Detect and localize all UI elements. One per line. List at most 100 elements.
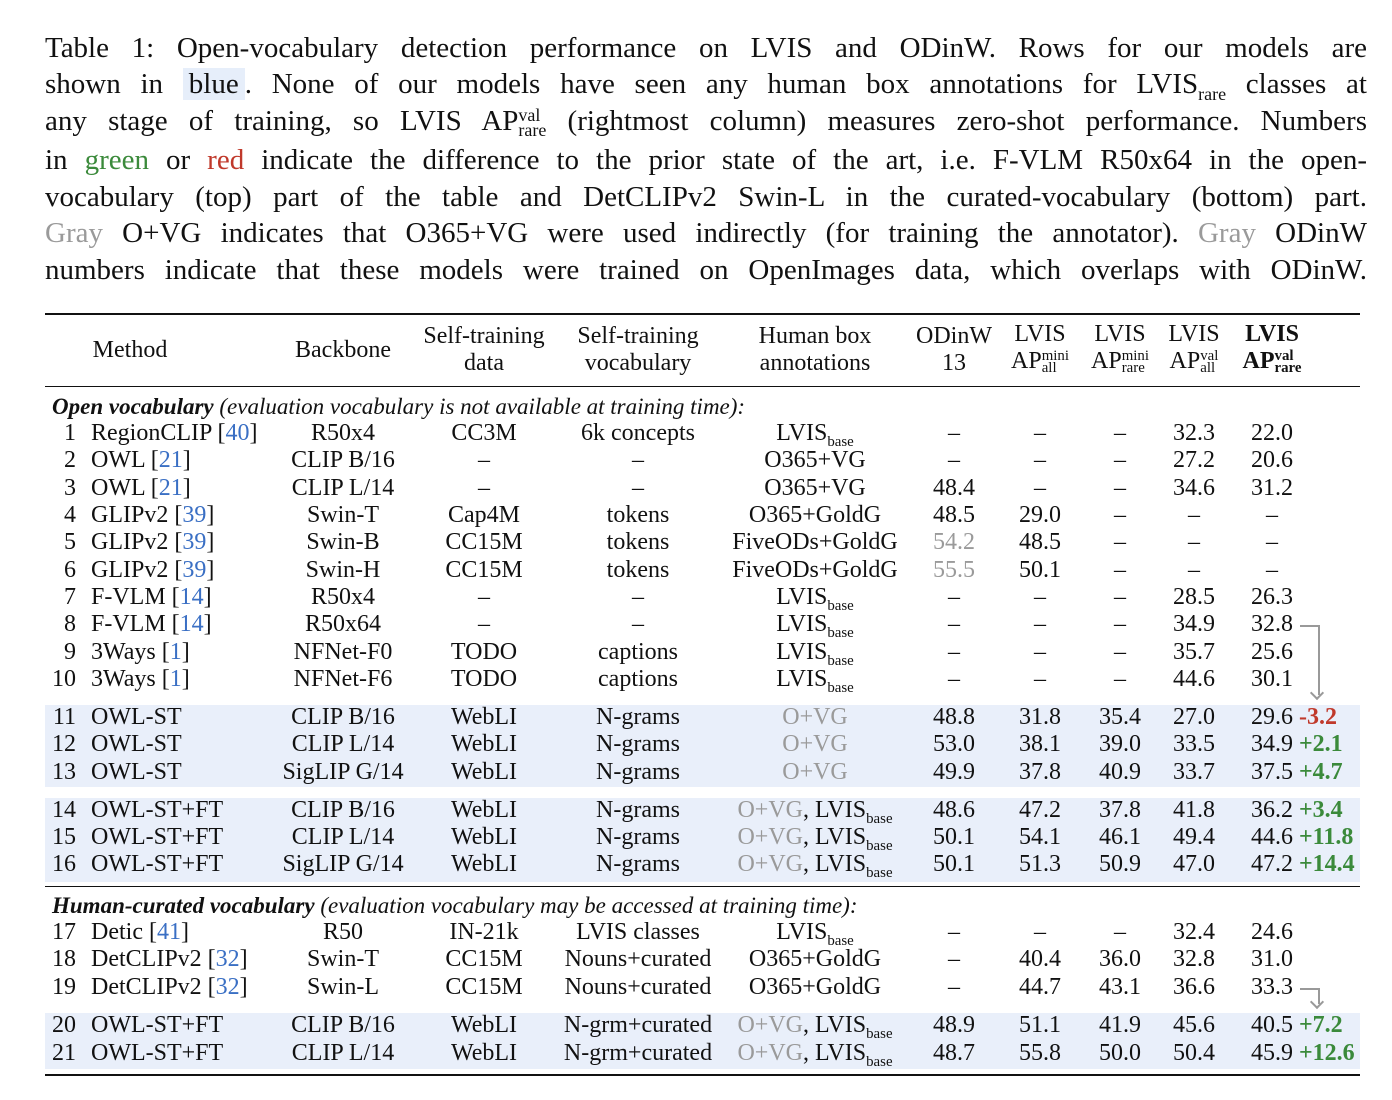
lvis-val-all-cell: 36.6 xyxy=(1173,974,1215,1000)
citation-link[interactable]: 21 xyxy=(158,447,183,473)
bracket: [ xyxy=(155,639,170,665)
sup-sub: val rare xyxy=(1275,349,1302,376)
comparison-arrow xyxy=(1300,625,1320,695)
self-training-data-cell: – xyxy=(478,447,490,473)
self-training-data-cell: – xyxy=(478,611,490,637)
citation-link[interactable]: 14 xyxy=(179,611,204,637)
self-training-vocabulary-cell: – xyxy=(632,611,644,637)
human-annotations-cell: O+VG, LVISbase xyxy=(737,1012,892,1041)
sup-sub: mini all xyxy=(1041,347,1069,377)
self-training-vocabulary-cell: 6k concepts xyxy=(581,420,695,446)
self-training-vocabulary-cell: N-grams xyxy=(596,824,680,850)
row-number: 15 xyxy=(52,824,76,850)
caption-text: ODinW xyxy=(1255,217,1367,249)
self-training-data-cell: – xyxy=(478,584,490,610)
row-number: 4 xyxy=(64,502,76,528)
lvis-val-all-cell: 34.9 xyxy=(1173,611,1215,637)
table-row: 8 F-VLM [14] R50x64 – – LVISbase – – – 34.9 32.8 xyxy=(0,611,1392,641)
table-row: 5 GLIPv2 [39] Swin-B CC15M tokens FiveODs+Gol… xyxy=(0,529,1392,556)
superscript: mini xyxy=(1041,347,1069,364)
indirect-annotation: O+VG xyxy=(737,824,803,850)
human-annotations-cell: O+VG, LVISbase xyxy=(737,797,892,826)
self-training-vocabulary-cell: tokens xyxy=(606,502,670,528)
citation-link[interactable]: 39 xyxy=(182,529,207,555)
lvis-val-all-cell: 44.6 xyxy=(1173,666,1215,692)
table-row: 20 OWL-ST+FT CLIP B/16 WebLI N-grm+curated O+… xyxy=(0,1012,1392,1041)
citation-link[interactable]: 32 xyxy=(215,974,240,1000)
header-human-box-annotations: Human box annotations xyxy=(758,323,872,376)
backbone-cell: CLIP B/16 xyxy=(291,447,395,473)
backbone-cell: R50x64 xyxy=(304,611,382,637)
human-annotations-cell: FiveODs+GoldG xyxy=(732,557,898,584)
method-cell: RegionCLIP [40] xyxy=(91,420,257,447)
header-self-training-vocabulary: Self-training vocabulary xyxy=(577,323,699,376)
table-row: 16 OWL-ST+FT SigLIP G/14 WebLI N-grams O+VG, … xyxy=(0,851,1392,880)
superscript: val xyxy=(518,105,541,126)
citation-link[interactable]: 14 xyxy=(179,584,204,610)
table-row: 12 OWL-ST CLIP L/14 WebLI N-grams O+VG 53.0 38.… xyxy=(0,731,1392,758)
self-training-vocabulary-cell: N-grams xyxy=(596,851,680,877)
row-number: 7 xyxy=(64,584,76,610)
row-number: 17 xyxy=(52,919,76,945)
subscript: base xyxy=(827,433,854,450)
lvis-mini-rare-cell: – xyxy=(1114,420,1126,446)
self-training-data-cell: WebLI xyxy=(450,759,518,785)
citation-link[interactable]: 39 xyxy=(182,557,207,583)
backbone-cell: NFNet-F0 xyxy=(293,639,393,665)
odinw-cell: – xyxy=(948,447,960,473)
self-training-vocabulary-cell: captions xyxy=(598,666,678,692)
bracket: ] xyxy=(203,584,212,610)
self-training-data-cell: TODO xyxy=(450,639,518,665)
human-annotations-cell: LVISbase xyxy=(776,666,854,695)
self-training-vocabulary-cell: Nouns+curated xyxy=(564,974,712,1000)
lvis-val-rare-cell: 25.6 xyxy=(1251,639,1293,665)
self-training-data-cell: WebLI xyxy=(450,1040,518,1066)
self-training-data-cell: WebLI xyxy=(450,704,518,730)
section-rule xyxy=(45,886,1360,887)
odinw-cell: 48.5 xyxy=(933,502,975,528)
method-name: DetCLIPv2 xyxy=(91,946,202,972)
backbone-cell: NFNet-F6 xyxy=(293,666,393,692)
sup-sub: val rare xyxy=(518,105,546,140)
header-lvis: LVIS xyxy=(1094,321,1146,347)
human-annotations-cell: O+VG xyxy=(782,759,848,786)
caption-text: classes at xyxy=(1226,68,1367,100)
citation-link[interactable]: 1 xyxy=(169,639,182,665)
backbone-cell: Swin-B xyxy=(306,529,380,555)
human-annotations-cell: LVISbase xyxy=(776,611,854,641)
lvis-mini-rare-cell: 50.0 xyxy=(1099,1040,1141,1066)
bracket: [ xyxy=(201,974,216,1000)
indirect-annotation: O+VG xyxy=(737,797,803,823)
citation-link[interactable]: 21 xyxy=(158,475,183,501)
citation-link[interactable]: 41 xyxy=(156,919,181,945)
citation-link[interactable]: 39 xyxy=(182,502,207,528)
lvis-mini-rare-cell: – xyxy=(1114,584,1126,610)
annotation-text: , LVIS xyxy=(802,1040,867,1066)
citation-link[interactable]: 32 xyxy=(215,946,240,972)
self-training-data-cell: WebLI xyxy=(450,731,518,757)
odinw-cell: – xyxy=(948,974,960,1000)
backbone-cell: Swin-H xyxy=(305,557,381,583)
row-number: 11 xyxy=(52,704,76,730)
method-name: 3Ways xyxy=(91,666,156,692)
subscript: base xyxy=(827,624,854,641)
self-training-data-cell: CC15M xyxy=(445,529,523,555)
human-annotations-cell: O365+VG xyxy=(764,447,866,474)
backbone-cell: CLIP L/14 xyxy=(291,824,395,850)
lvis-mini-all-cell: – xyxy=(1034,420,1046,446)
subscript: all xyxy=(1041,360,1057,377)
citation-link[interactable]: 40 xyxy=(225,420,250,446)
bracket: ] xyxy=(182,447,191,473)
method-name: OWL-ST+FT xyxy=(91,824,224,850)
lvis-val-all-cell: 27.0 xyxy=(1173,704,1215,730)
bracket: [ xyxy=(165,584,180,610)
lvis-val-all-cell: – xyxy=(1188,502,1200,528)
subscript: base xyxy=(866,1053,893,1070)
annotation-text: LVIS xyxy=(776,666,828,692)
delta-value: +12.6 xyxy=(1299,1040,1355,1066)
self-training-data-cell: – xyxy=(478,475,490,501)
citation-link[interactable]: 1 xyxy=(169,666,182,692)
backbone-cell: CLIP B/16 xyxy=(291,704,395,730)
method-name: Detic xyxy=(91,919,143,945)
sup-sub: mini rare xyxy=(1122,349,1149,376)
